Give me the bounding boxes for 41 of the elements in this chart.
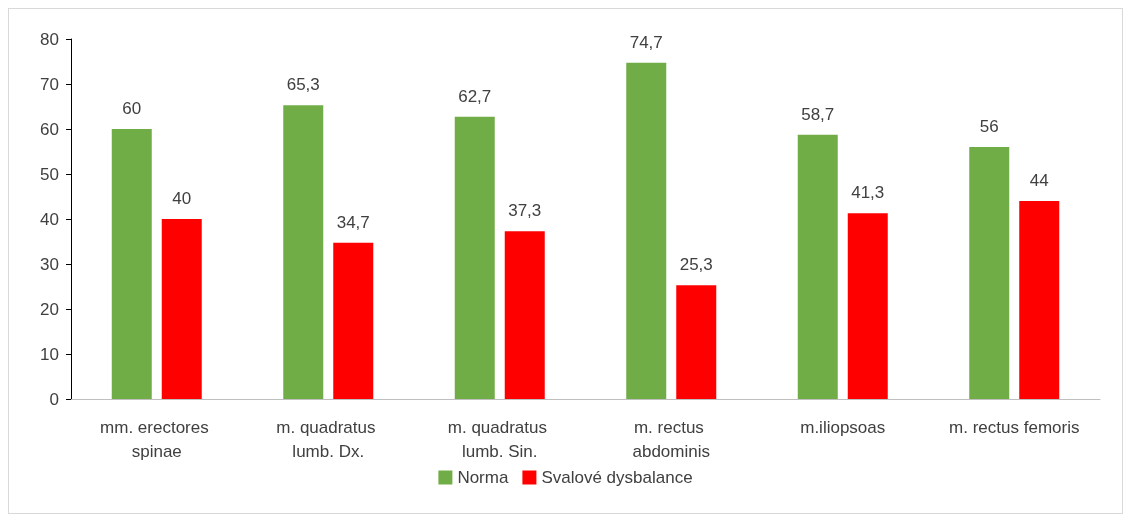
x-tick-label: m.iliopsoas — [800, 417, 886, 437]
x-tick-label: m. quadratus lumb. Sin. — [447, 417, 552, 461]
bar — [283, 105, 324, 399]
bar — [797, 134, 838, 399]
legend-label: Norma — [457, 468, 509, 487]
y-tick-label: 0 — [49, 389, 59, 409]
bar — [676, 285, 717, 399]
bar — [111, 129, 152, 399]
bar — [969, 147, 1010, 399]
data-label: 41,3 — [851, 183, 885, 203]
bar — [454, 116, 495, 399]
data-label: 40 — [172, 189, 192, 208]
bar — [1019, 201, 1060, 399]
x-tick-label: m. rectus femoris — [949, 417, 1080, 437]
data-label: 56 — [979, 117, 999, 136]
bar — [333, 242, 374, 399]
data-label: 34,7 — [336, 212, 370, 232]
data-label: 62,7 — [458, 86, 492, 106]
x-tick-label: mm. erectores spinae — [100, 417, 214, 461]
bar — [504, 231, 545, 399]
y-tick-label: 10 — [40, 344, 59, 364]
y-tick-label: 40 — [40, 209, 59, 229]
x-tick-label: m. rectus abdominis — [632, 417, 710, 461]
y-tick-label: 20 — [40, 299, 59, 319]
data-label: 44 — [1029, 171, 1049, 190]
data-label: 60 — [122, 99, 142, 118]
y-tick-label: 30 — [40, 254, 59, 274]
y-tick-label: 60 — [40, 119, 59, 139]
data-label: 58,7 — [801, 104, 835, 124]
data-label: 25,3 — [679, 255, 713, 275]
data-label: 37,3 — [508, 201, 542, 221]
bar — [626, 62, 667, 399]
y-tick-label: 50 — [40, 164, 59, 184]
y-tick-label: 70 — [40, 74, 59, 94]
legend-label: Svalové dysbalance — [541, 468, 693, 487]
data-label: 65,3 — [286, 75, 320, 95]
data-label: 74,7 — [629, 32, 663, 52]
bar — [847, 213, 888, 399]
y-tick-label: 80 — [40, 29, 59, 49]
bar — [161, 219, 202, 399]
x-tick-label: m. quadratus lumb. Dx. — [276, 417, 381, 461]
